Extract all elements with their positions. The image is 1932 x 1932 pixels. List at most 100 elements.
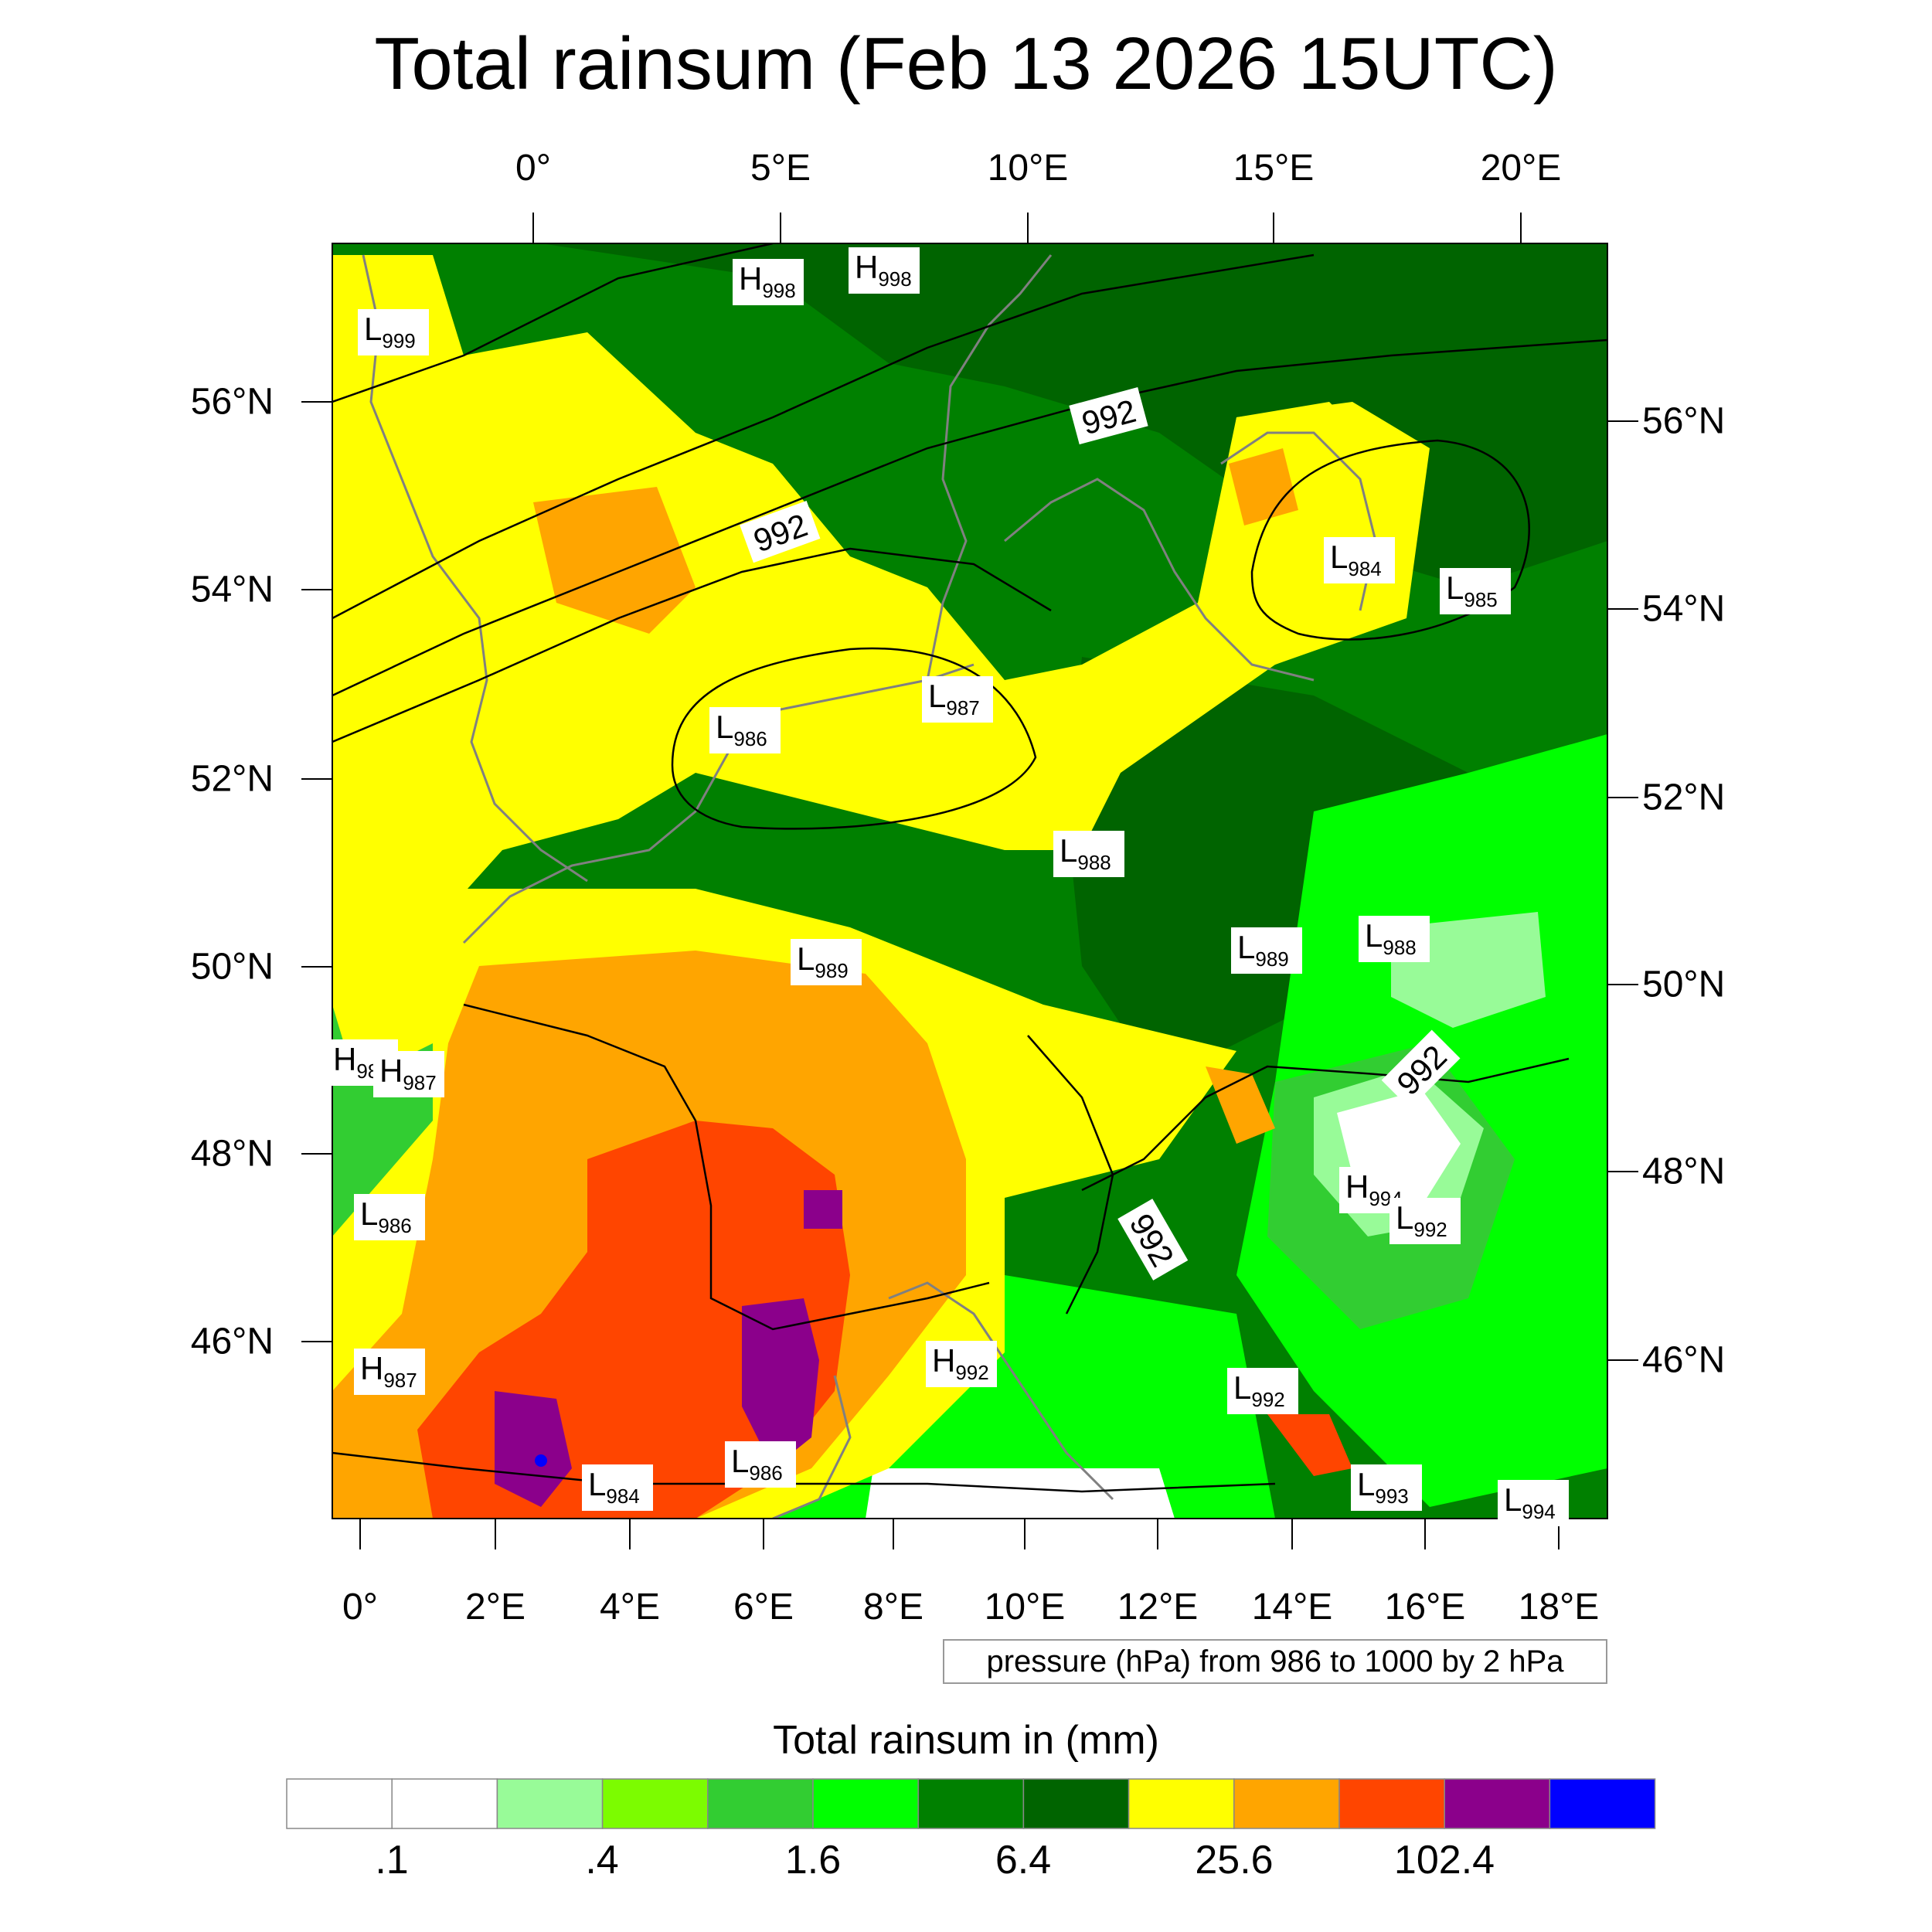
coast-adriatic: [888, 1281, 1114, 1501]
right-tick-label: 50°N: [1642, 964, 1726, 1005]
colorbar-label: 102.4: [1393, 1838, 1495, 1883]
left-tick-label: 48°N: [190, 1133, 274, 1175]
pressure-contour-note: pressure (hPa) from 986 to 1000 by 2 hPa: [943, 1639, 1607, 1684]
left-tick-label: 46°N: [190, 1321, 274, 1362]
colorbar-swatch: [1444, 1778, 1551, 1829]
bottom-tick-label: 18°E: [1518, 1587, 1600, 1628]
colorbar-label: 25.6: [1195, 1838, 1274, 1883]
pressure-center-label: L989: [791, 939, 862, 985]
pressure-center-label: L988: [1053, 831, 1124, 877]
pressure-center-label: L992: [1389, 1198, 1461, 1244]
right-tick-label: 46°N: [1642, 1339, 1726, 1381]
right-tick-label: 52°N: [1642, 777, 1726, 818]
isobar-2: [332, 253, 1315, 620]
isobars: [332, 243, 1607, 1493]
field-red-adriatic: [1267, 1414, 1352, 1476]
left-tick-label: 54°N: [190, 569, 274, 611]
top-tick-label: 20°E: [1480, 148, 1562, 189]
bottom-tick-label: 10°E: [984, 1587, 1066, 1628]
pressure-center-label: L986: [354, 1194, 425, 1240]
isobar-1: [332, 243, 774, 403]
chart-title: Total rainsum (Feb 13 2026 15UTC): [374, 22, 1558, 105]
top-tick-label: 15°E: [1233, 148, 1315, 189]
top-tick-label: 0°: [515, 148, 551, 189]
top-tick-label: 5°E: [750, 148, 811, 189]
pressure-center-label: L984: [582, 1464, 653, 1511]
isobar-6: [1081, 1057, 1570, 1192]
field-orange-north: [533, 487, 696, 634]
map-frame: [332, 243, 1608, 1519]
left-tick-label: 50°N: [190, 946, 274, 988]
isobar-5: [463, 1003, 990, 1331]
isobar-3: [332, 338, 1607, 697]
pressure-center-label: L994: [1498, 1480, 1569, 1526]
pressure-center-label: L985: [1440, 568, 1511, 614]
pressure-center-label: L987: [922, 676, 993, 723]
colorbar-swatch: [286, 1778, 393, 1829]
field-purple-small: [804, 1190, 842, 1229]
field-yellow-band: [332, 255, 1430, 1082]
left-tick-label: 52°N: [190, 758, 274, 800]
field-purple-alps: [742, 1298, 819, 1468]
field-orange-baltic: [1229, 448, 1298, 526]
colorbar-swatch: [812, 1778, 919, 1829]
coast-riviera: [772, 1375, 852, 1519]
bottom-tick-label: 14°E: [1251, 1587, 1333, 1628]
bottom-tick-marks: [359, 1519, 1560, 1549]
colorbar-label: .4: [585, 1838, 619, 1883]
field-yellow-baltic: [1206, 402, 1391, 665]
pressure-center-label: H992: [926, 1341, 997, 1387]
colorbar-swatch: [707, 1778, 814, 1829]
right-tick-label: 56°N: [1642, 400, 1726, 442]
bottom-tick-label: 16°E: [1384, 1587, 1466, 1628]
colorbar-swatch: [917, 1778, 1025, 1829]
pressure-center-label: H987: [354, 1349, 425, 1395]
top-tick-label: 10°E: [987, 148, 1069, 189]
pressure-center-label: L986: [725, 1441, 796, 1488]
coastlines: [362, 254, 1377, 1519]
pressure-center-label: L993: [1351, 1464, 1422, 1511]
bottom-tick-label: 2°E: [465, 1587, 526, 1628]
pressure-center-label: L986: [709, 707, 781, 753]
bottom-tick-label: 6°E: [733, 1587, 794, 1628]
field-white-south: [866, 1468, 1175, 1519]
right-tick-label: 54°N: [1642, 588, 1726, 630]
colorbar-label: 6.4: [995, 1838, 1052, 1883]
coast-north-sea: [462, 663, 975, 944]
pressure-center-labels: H998 H998 L999 L984 L985 L987 L986 L988 L989 L989…: [327, 247, 1569, 1526]
right-tick-label: 48°N: [1642, 1151, 1726, 1192]
pressure-center-label: L999: [358, 309, 429, 355]
pressure-center-label: L992: [1227, 1368, 1298, 1414]
bottom-tick-label: 12°E: [1117, 1587, 1199, 1628]
top-tick-marks: [532, 213, 1522, 243]
colorbar-title: Total rainsum in (mm): [773, 1718, 1159, 1763]
coast-denmark: [926, 254, 1053, 681]
isobar-low-987: [671, 647, 1037, 830]
field-orange-alps: [1206, 1066, 1275, 1144]
colorbar-swatch: [1338, 1778, 1445, 1829]
colorbar-swatch: [601, 1778, 709, 1829]
pressure-center-label: H998: [733, 259, 804, 305]
pressure-center-label: H987: [373, 1051, 444, 1097]
bottom-tick-label: 0°: [342, 1587, 378, 1628]
bottom-tick-label: 8°E: [863, 1587, 923, 1628]
bottom-tick-label: 4°E: [600, 1587, 660, 1628]
pressure-center-label: H994: [1339, 1167, 1410, 1213]
colorbar-label: 1.6: [784, 1838, 842, 1883]
colorbar-swatch: [1128, 1778, 1235, 1829]
rainfall-field: [332, 243, 1607, 1519]
colorbar-swatch: [496, 1778, 604, 1829]
pressure-center-label: L989: [1231, 927, 1302, 974]
colorbar-swatch: [1022, 1778, 1130, 1829]
colorbar-label: .1: [375, 1838, 409, 1883]
coast-britain: [362, 254, 588, 883]
field-blue-max: [535, 1454, 547, 1467]
isobar-7: [1027, 1035, 1114, 1315]
pressure-center-text: H992: [932, 1342, 989, 1384]
isobar-low-984: [1250, 439, 1530, 641]
colorbar-swatch: [391, 1778, 498, 1829]
colorbar-swatch: [1233, 1778, 1340, 1829]
coast-baltic: [1004, 478, 1315, 682]
pressure-center-label: L984: [1324, 537, 1395, 583]
colorbar-swatch: [1549, 1778, 1656, 1829]
